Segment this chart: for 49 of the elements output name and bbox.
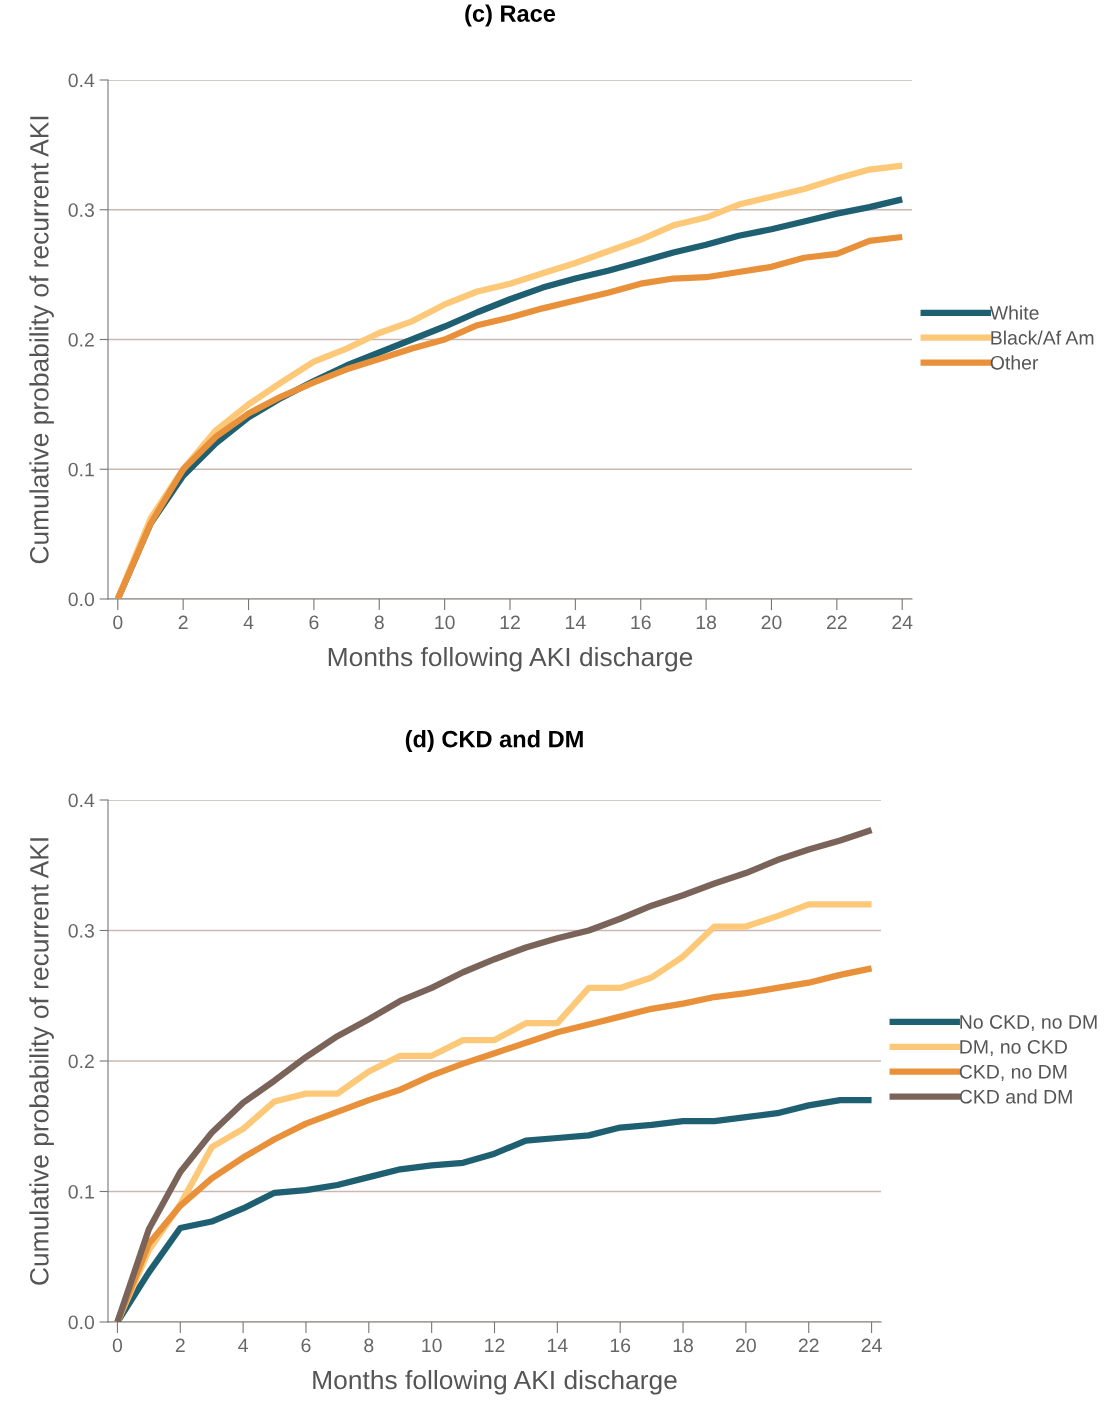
x-tick-label: 20 (736, 1338, 756, 1353)
x-tick-label: 6 (309, 615, 319, 630)
x-tick-label: 8 (374, 615, 384, 630)
y-tick-label: 0.4 (68, 793, 95, 808)
x-tick-label: 8 (364, 1338, 374, 1353)
y-tick-label: 0.3 (68, 203, 94, 217)
x-tick-label: 0 (112, 1338, 123, 1353)
x-tick-label: 24 (861, 1338, 882, 1353)
y-tick-label: 0.0 (68, 1315, 95, 1330)
y-axis-title: Cumulative probability of recurrent AKI (29, 838, 54, 1285)
x-tick-label: 12 (500, 615, 520, 630)
chart-title: (c) Race (465, 4, 556, 27)
x-tick-label: 20 (761, 615, 782, 630)
x-tick-label: 4 (243, 615, 254, 630)
y-tick-label: 0.1 (68, 1184, 94, 1199)
x-tick-label: 14 (548, 1338, 568, 1353)
y-tick-label: 0.4 (68, 73, 95, 88)
legend-label: CKD, no DM (959, 1064, 1067, 1081)
x-tick-label: 18 (673, 1338, 694, 1353)
y-tick-label: 0.1 (68, 462, 94, 477)
legend-label: Other (990, 355, 1039, 370)
x-axis-title: Months following AKI discharge (328, 646, 693, 672)
x-tick-label: 10 (435, 615, 455, 630)
x-axis-title: Months following AKI discharge (313, 1369, 677, 1395)
legend-label: No CKD, no DM (960, 1015, 1097, 1032)
x-tick-label: 10 (422, 1338, 442, 1353)
legend-label: DM, no CKD (960, 1039, 1067, 1057)
x-tick-label: 24 (892, 615, 913, 630)
legend-label: Black/Af Am (991, 330, 1094, 345)
x-tick-label: 22 (798, 1338, 819, 1353)
legend-label: CKD and DM (959, 1089, 1072, 1104)
chart-title: (d) CKD and DM (405, 730, 583, 753)
x-tick-label: 18 (696, 615, 717, 630)
x-tick-label: 2 (175, 1338, 185, 1353)
x-tick-label: 4 (238, 1338, 248, 1353)
y-tick-label: 0.2 (68, 332, 94, 347)
x-tick-label: 12 (485, 1338, 505, 1353)
x-tick-label: 6 (301, 1338, 311, 1353)
y-tick-label: 0.0 (68, 592, 95, 607)
y-tick-label: 0.2 (68, 1054, 94, 1069)
x-tick-label: 0 (113, 615, 123, 630)
x-tick-label: 16 (631, 615, 651, 630)
x-tick-label: 22 (826, 615, 847, 630)
x-tick-label: 2 (178, 615, 188, 630)
x-tick-label: 16 (610, 1338, 631, 1353)
x-tick-label: 14 (566, 615, 586, 630)
y-axis-title: Cumulative probability of recurrent AKI (29, 116, 54, 564)
legend-label: White (989, 305, 1039, 320)
y-tick-label: 0.3 (68, 923, 94, 938)
